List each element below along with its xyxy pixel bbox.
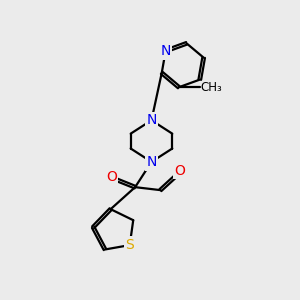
Text: N: N — [146, 113, 157, 127]
Text: CH₃: CH₃ — [200, 81, 222, 94]
Text: N: N — [146, 155, 157, 169]
Text: O: O — [106, 170, 117, 184]
Text: O: O — [174, 164, 185, 178]
Text: S: S — [125, 238, 134, 252]
Text: N: N — [160, 44, 171, 58]
